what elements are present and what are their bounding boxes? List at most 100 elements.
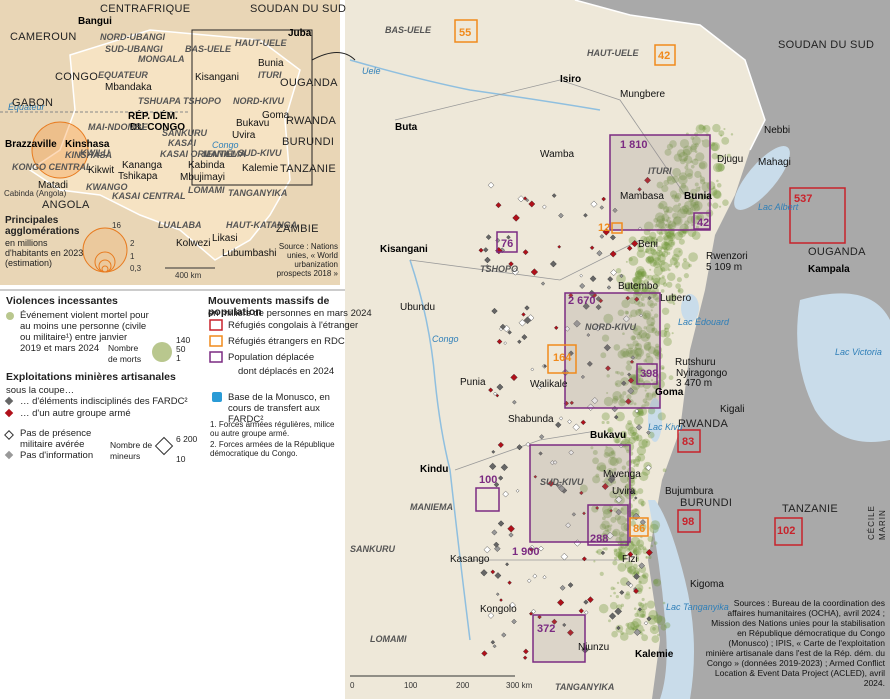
violence-dot	[672, 167, 681, 177]
violence-dot	[619, 474, 629, 484]
mine	[603, 344, 611, 352]
violence-dot	[598, 603, 609, 614]
mine	[507, 330, 512, 335]
violence-dot	[603, 313, 614, 324]
violence-dot	[664, 243, 667, 246]
violence-dot	[652, 626, 656, 631]
mine	[633, 588, 639, 595]
violence-dot	[641, 613, 646, 619]
mine	[495, 592, 500, 596]
violence-dot	[688, 252, 698, 262]
violence-dot	[650, 248, 657, 256]
legend-mine	[4, 450, 14, 460]
city-circle	[31, 121, 89, 179]
violence-dot	[614, 380, 622, 388]
violence-dot	[678, 172, 688, 181]
mine	[599, 205, 604, 210]
violence-dot	[626, 621, 636, 631]
map-label: Punia	[460, 377, 486, 388]
legend-text: Réfugiés étrangers en RDC	[228, 336, 345, 347]
mine	[525, 198, 530, 203]
mine	[646, 616, 652, 622]
mine	[631, 240, 639, 248]
mine	[565, 522, 571, 529]
violence-dot	[606, 374, 610, 378]
violence-dot	[636, 608, 647, 618]
inset-label: KONGO CENTRAL	[12, 162, 92, 172]
inset-label: SANKURU	[162, 128, 208, 138]
violence-dot	[659, 264, 663, 268]
violence-dot	[666, 219, 672, 224]
tick: 6 200	[176, 434, 198, 444]
violence-dot	[645, 333, 651, 339]
violence-dot	[625, 260, 628, 263]
inset-frame	[191, 29, 313, 186]
violence-dot	[691, 201, 697, 207]
violence-dot	[635, 434, 643, 442]
violence-dot	[653, 578, 662, 587]
violence-dot	[672, 232, 676, 237]
violence-dot	[653, 266, 663, 276]
violence-dot	[695, 186, 701, 192]
violence-dot	[638, 279, 645, 287]
inset-label: KINSHASA	[65, 150, 112, 160]
legend-title: Violences incessantes	[6, 295, 118, 307]
mine	[619, 589, 625, 595]
map-label: 1 810	[620, 139, 648, 151]
violence-dot	[679, 206, 688, 215]
mine	[627, 551, 634, 558]
map-label: Mambasa	[620, 191, 664, 202]
violence-dot	[620, 505, 630, 515]
map-label: Goma	[655, 387, 684, 398]
violence-dot	[720, 134, 723, 137]
violence-dot	[626, 567, 633, 574]
map-label: Mwenga	[603, 469, 641, 480]
mine	[579, 273, 583, 278]
violence-dot	[659, 365, 665, 370]
violence-dot	[631, 324, 635, 329]
violence-dot	[656, 245, 663, 252]
map-label: 3 470 m	[676, 378, 712, 389]
violence-dot	[690, 211, 694, 215]
mine	[522, 249, 529, 256]
mine	[644, 176, 652, 184]
violence-dot	[638, 439, 648, 449]
violence-dot	[688, 263, 692, 268]
violence-dot	[689, 207, 694, 211]
mine	[496, 338, 503, 345]
violence-dot	[674, 231, 683, 241]
violence-dot	[652, 241, 658, 246]
map-label: Buta	[395, 122, 418, 133]
violence-dot	[655, 219, 665, 228]
violence-dot	[642, 398, 648, 404]
mine	[569, 400, 574, 406]
mine	[610, 269, 617, 276]
violence-dot	[641, 310, 652, 320]
refugee-box	[677, 429, 701, 453]
mine	[578, 608, 584, 614]
violence-dot	[666, 143, 674, 150]
violence-dot	[606, 529, 609, 532]
map-label: Walikale	[530, 379, 568, 390]
mine	[523, 196, 528, 201]
violence-dot	[636, 343, 640, 347]
mine	[487, 181, 495, 189]
map-label: 55	[459, 27, 471, 39]
violence-dot	[638, 309, 642, 312]
mine	[538, 451, 543, 456]
violence-dot	[651, 635, 660, 643]
violence-dot	[642, 610, 645, 614]
violence-dot	[635, 463, 639, 468]
mine	[638, 562, 645, 569]
mine	[496, 383, 504, 391]
violence-dot	[626, 548, 631, 552]
mine	[614, 607, 623, 616]
mine	[571, 512, 577, 517]
mine	[532, 573, 538, 579]
mine	[595, 304, 602, 311]
mine	[621, 380, 627, 386]
violence-dot	[611, 530, 618, 537]
violence-dot	[617, 552, 627, 562]
inset-label: CAMEROUN	[10, 31, 77, 43]
violence-dot	[644, 250, 648, 254]
